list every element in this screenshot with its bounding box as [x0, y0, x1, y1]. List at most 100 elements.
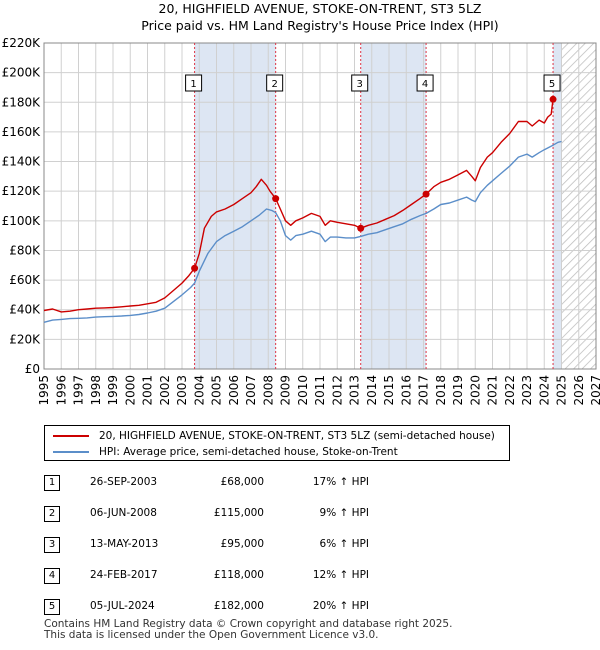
x-tick-label: 2022 — [503, 375, 517, 406]
sale-price: £115,000 — [213, 507, 264, 519]
x-tick-label: 2023 — [520, 375, 534, 406]
sale-hpi-change: 20% ↑ HPI — [312, 600, 369, 612]
x-tick-label: 1998 — [89, 375, 103, 406]
ownership-period-band — [553, 43, 562, 369]
sale-number-label: 3 — [357, 79, 363, 90]
x-tick-label: 2003 — [175, 375, 189, 406]
sale-date: 24-FEB-2017 — [90, 569, 158, 581]
y-tick-label: £100K — [2, 214, 42, 228]
sale-number: 2 — [44, 506, 60, 522]
sale-number-label: 2 — [271, 79, 277, 90]
y-tick-label: £200K — [2, 66, 42, 80]
x-tick-label: 2009 — [279, 375, 293, 406]
y-tick-label: £120K — [2, 184, 42, 198]
footer-licence: This data is licensed under the Open Gov… — [44, 629, 379, 641]
sale-date: 06-JUN-2008 — [90, 507, 157, 519]
sale-hpi-change: 6% ↑ HPI — [319, 538, 369, 550]
sale-price: £68,000 — [220, 476, 264, 488]
x-tick-label: 2016 — [399, 375, 413, 406]
sale-hpi-change: 9% ↑ HPI — [319, 507, 369, 519]
x-tick-label: 2012 — [330, 375, 344, 406]
y-tick-label: £160K — [2, 125, 42, 139]
chart-subtitle: Price paid vs. HM Land Registry's House … — [141, 18, 498, 33]
sale-price: £182,000 — [213, 600, 264, 612]
y-tick-label: £40K — [9, 303, 41, 317]
sale-number-box — [416, 74, 434, 92]
sale-number: 5 — [44, 599, 60, 615]
y-tick-label: £220K — [2, 36, 42, 50]
sale-point — [422, 190, 430, 198]
y-tick-label: £180K — [2, 95, 42, 109]
sale-point — [549, 95, 557, 103]
x-tick-label: 1996 — [54, 375, 68, 406]
sale-date: 26-SEP-2003 — [90, 476, 158, 488]
x-tick-label: 2018 — [434, 375, 448, 406]
sale-row: 3 13-MAY-2013 £95,000 6% ↑ HPI — [44, 532, 584, 563]
y-tick-label: £20K — [9, 332, 41, 346]
sale-row: 2 06-JUN-2008 £115,000 9% ↑ HPI — [44, 501, 584, 532]
y-tick-label: £60K — [9, 273, 41, 287]
footer-copyright: Contains HM Land Registry data © Crown c… — [44, 618, 453, 630]
x-tick-label: 2019 — [451, 375, 465, 406]
x-tick-label: 1995 — [37, 375, 51, 406]
sale-number-box — [351, 74, 369, 92]
sale-price: £95,000 — [220, 538, 264, 550]
legend-label-property: 20, HIGHFIELD AVENUE, STOKE-ON-TRENT, ST… — [99, 430, 495, 442]
hpi-line — [43, 140, 562, 323]
sale-number: 4 — [44, 568, 60, 584]
sale-date: 05-JUL-2024 — [90, 600, 155, 612]
sale-date: 13-MAY-2013 — [90, 538, 159, 550]
x-tick-label: 2006 — [227, 375, 241, 406]
legend-label-hpi: HPI: Average price, semi-detached house,… — [99, 446, 398, 458]
legend-item-hpi: HPI: Average price, semi-detached house,… — [53, 444, 398, 460]
sale-number-box — [543, 74, 561, 92]
x-tick-label: 2008 — [261, 375, 275, 406]
y-axis-labels: £0 £20K £40K £60K £80K £100K £120K £140K £160K £1… — [2, 36, 42, 376]
ownership-period-band — [360, 43, 427, 369]
x-tick-label: 2011 — [313, 375, 327, 406]
x-tick-label: 2021 — [486, 375, 500, 406]
x-tick-label: 2000 — [123, 375, 137, 406]
sale-number-label: 1 — [190, 79, 196, 90]
legend-item-property: 20, HIGHFIELD AVENUE, STOKE-ON-TRENT, ST… — [53, 428, 495, 444]
sale-hpi-change: 12% ↑ HPI — [312, 569, 369, 581]
sale-number-label: 4 — [422, 79, 428, 90]
ownership-period-band — [194, 43, 276, 369]
x-tick-label: 2004 — [192, 375, 206, 406]
sale-number-box — [185, 74, 203, 92]
legend: 20, HIGHFIELD AVENUE, STOKE-ON-TRENT, ST… — [44, 425, 510, 461]
sale-number: 3 — [44, 537, 60, 553]
x-tick-label: 1999 — [106, 375, 120, 406]
x-tick-label: 2017 — [417, 375, 431, 406]
sale-number: 1 — [44, 475, 60, 491]
chart-title: 20, HIGHFIELD AVENUE, STOKE-ON-TRENT, ST… — [159, 1, 482, 16]
x-tick-label: 2002 — [158, 375, 172, 406]
sale-point — [357, 224, 365, 232]
x-tick-label: 2013 — [348, 375, 362, 406]
legend-swatch-property — [53, 435, 89, 437]
sale-row: 4 24-FEB-2017 £118,000 12% ↑ HPI — [44, 563, 584, 594]
x-tick-label: 2025 — [555, 375, 569, 406]
x-tick-label: 2001 — [141, 375, 155, 406]
y-tick-label: £0 — [25, 362, 40, 376]
sale-markers: 1 2 3 4 5 — [185, 74, 561, 272]
x-tick-label: 2010 — [296, 375, 310, 406]
sale-row: 1 26-SEP-2003 £68,000 17% ↑ HPI — [44, 470, 584, 501]
y-tick-label: £80K — [9, 243, 41, 257]
price-chart: 20, HIGHFIELD AVENUE, STOKE-ON-TRENT, ST… — [2, 1, 600, 406]
sale-row: 5 05-JUL-2024 £182,000 20% ↑ HPI — [44, 594, 584, 625]
sale-price: £118,000 — [213, 569, 264, 581]
sale-point — [191, 264, 199, 272]
x-tick-label: 2026 — [572, 375, 586, 406]
grid-lines — [43, 42, 597, 370]
x-axis-labels: 1995 1996 1997 1998 1999 2000 2001 2002 2003 2004… — [37, 375, 600, 406]
x-tick-label: 2014 — [365, 375, 379, 406]
plot-border — [43, 42, 597, 370]
footer-attribution: Contains HM Land Registry data © Crown c… — [44, 619, 452, 641]
legend-swatch-hpi — [53, 451, 89, 453]
y-tick-label: £140K — [2, 155, 42, 169]
x-tick-label: 2027 — [589, 375, 600, 406]
x-tick-label: 2020 — [468, 375, 482, 406]
x-tick-label: 1997 — [72, 375, 86, 406]
x-tick-label: 2005 — [210, 375, 224, 406]
